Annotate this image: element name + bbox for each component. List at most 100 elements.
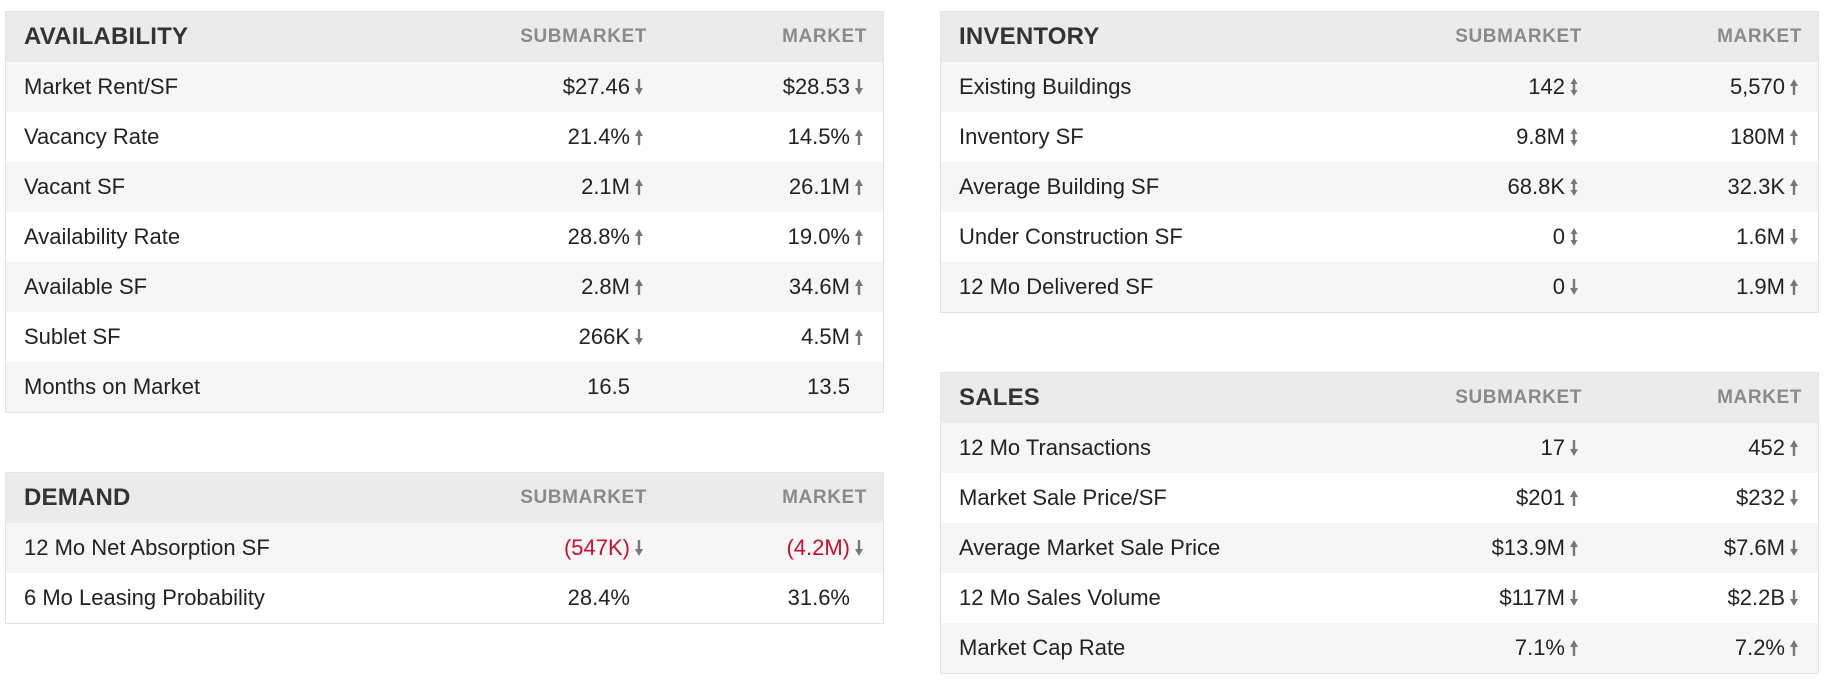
table-row: Market Cap Rate 7.1% 7.2% bbox=[941, 623, 1818, 673]
market-value-text: 180M bbox=[1729, 124, 1785, 149]
row-label: Under Construction SF bbox=[959, 224, 1183, 249]
arrow-down-icon bbox=[1788, 487, 1802, 509]
arrow-up-icon bbox=[1568, 487, 1582, 509]
table-row: 12 Mo Net Absorption SF (547K) (4.2M) bbox=[6, 523, 883, 573]
submarket-value-text: 9.8M bbox=[1516, 124, 1565, 149]
market-value: (4.2M) bbox=[647, 535, 883, 561]
market-value: $232 bbox=[1582, 485, 1818, 511]
submarket-value-text: 266K bbox=[578, 324, 630, 349]
arrow-up-icon bbox=[1788, 126, 1802, 148]
submarket-value: 266K bbox=[427, 324, 647, 350]
arrow-down-icon bbox=[633, 326, 647, 348]
market-value: $2.2B bbox=[1582, 585, 1818, 611]
submarket-value-text: 0 bbox=[1552, 274, 1565, 299]
table-row: Under Construction SF 0 1.6M bbox=[941, 212, 1818, 262]
market-value: 7.2% bbox=[1582, 635, 1818, 661]
column-header-market: MARKET bbox=[782, 487, 867, 508]
row-label: Sublet SF bbox=[24, 324, 121, 349]
arrow-down-icon bbox=[633, 537, 647, 559]
arrow-up-icon bbox=[853, 126, 867, 148]
table-row: Existing Buildings 142 5,570 bbox=[941, 62, 1818, 112]
table-row: Inventory SF 9.8M 180M bbox=[941, 112, 1818, 162]
arrow-down-icon bbox=[1788, 537, 1802, 559]
arrow-up-icon bbox=[633, 126, 647, 148]
submarket-value: 28.4% bbox=[427, 585, 647, 611]
panel-header: SALES SUBMARKET MARKET bbox=[941, 373, 1818, 423]
submarket-value: 28.8% bbox=[427, 224, 647, 250]
arrow-updown-icon bbox=[1568, 226, 1582, 248]
submarket-value-text: 2.1M bbox=[581, 174, 630, 199]
submarket-value: 0 bbox=[1362, 224, 1582, 250]
panel-title: INVENTORY bbox=[959, 23, 1100, 50]
submarket-value: 16.5 bbox=[427, 374, 647, 400]
availability-panel: AVAILABILITY SUBMARKET MARKET Market Rent/S… bbox=[5, 11, 884, 413]
column-header-market: MARKET bbox=[782, 26, 867, 47]
submarket-value-text: (547K) bbox=[563, 535, 630, 560]
arrow-up-icon bbox=[853, 326, 867, 348]
row-label: Availability Rate bbox=[24, 224, 181, 249]
submarket-value-text: 2.8M bbox=[581, 274, 630, 299]
submarket-value: 21.4% bbox=[427, 124, 647, 150]
market-value: 180M bbox=[1582, 124, 1818, 150]
row-label: Average Building SF bbox=[959, 174, 1160, 199]
row-label: 12 Mo Delivered SF bbox=[959, 274, 1154, 299]
row-label: Months on Market bbox=[24, 374, 201, 399]
submarket-value-text: 0 bbox=[1552, 224, 1565, 249]
submarket-value: 68.8K bbox=[1362, 174, 1582, 200]
table-row: Available SF 2.8M 34.6M bbox=[6, 262, 883, 312]
market-value-text: 7.2% bbox=[1734, 635, 1785, 660]
market-value: 14.5% bbox=[647, 124, 883, 150]
table-row: 12 Mo Transactions 17 452 bbox=[941, 423, 1818, 473]
arrow-up-icon bbox=[853, 226, 867, 248]
market-value: 5,570 bbox=[1582, 74, 1818, 100]
row-label: Market Sale Price/SF bbox=[959, 485, 1167, 510]
table-row: Market Sale Price/SF $201 $232 bbox=[941, 473, 1818, 523]
table-row: Average Market Sale Price $13.9M $7.6M bbox=[941, 523, 1818, 573]
arrow-down-icon bbox=[1568, 587, 1582, 609]
market-value: 19.0% bbox=[647, 224, 883, 250]
column-header-submarket: SUBMARKET bbox=[520, 487, 647, 508]
market-value: 452 bbox=[1582, 435, 1818, 461]
row-label: 12 Mo Transactions bbox=[959, 435, 1151, 460]
submarket-value: 142 bbox=[1362, 74, 1582, 100]
market-value: 1.9M bbox=[1582, 274, 1818, 300]
panel-header: DEMAND SUBMARKET MARKET bbox=[6, 473, 883, 523]
table-row: Sublet SF 266K 4.5M bbox=[6, 312, 883, 362]
table-row: 12 Mo Delivered SF 0 1.9M bbox=[941, 262, 1818, 312]
row-label: Existing Buildings bbox=[959, 74, 1132, 99]
arrow-up-icon bbox=[633, 226, 647, 248]
arrow-up-icon bbox=[1788, 637, 1802, 659]
table-row: Average Building SF 68.8K 32.3K bbox=[941, 162, 1818, 212]
table-row: 12 Mo Sales Volume $117M $2.2B bbox=[941, 573, 1818, 623]
market-value-text: 31.6% bbox=[787, 585, 850, 610]
submarket-value: (547K) bbox=[427, 535, 647, 561]
market-value-text: 19.0% bbox=[787, 224, 850, 249]
arrow-up-icon bbox=[1568, 637, 1582, 659]
market-value: 13.5 bbox=[647, 374, 883, 400]
market-value: 31.6% bbox=[647, 585, 883, 611]
submarket-value-text: $117M bbox=[1499, 585, 1565, 610]
row-label: 6 Mo Leasing Probability bbox=[24, 585, 265, 610]
market-value: 34.6M bbox=[647, 274, 883, 300]
column-header-submarket: SUBMARKET bbox=[520, 26, 647, 47]
table-row: 6 Mo Leasing Probability 28.4% 31.6% bbox=[6, 573, 883, 623]
submarket-value: 17 bbox=[1362, 435, 1582, 461]
market-value-text: 1.6M bbox=[1736, 224, 1785, 249]
arrow-spacer bbox=[853, 376, 867, 398]
row-label: Market Cap Rate bbox=[959, 635, 1126, 660]
arrow-up-icon bbox=[1788, 276, 1802, 298]
submarket-value-text: 28.4% bbox=[567, 585, 630, 610]
row-label: Vacant SF bbox=[24, 174, 126, 199]
arrow-down-icon bbox=[853, 76, 867, 98]
market-value-text: $7.6M bbox=[1723, 535, 1785, 560]
arrow-spacer bbox=[633, 376, 647, 398]
market-value: 26.1M bbox=[647, 174, 883, 200]
submarket-value: 7.1% bbox=[1362, 635, 1582, 661]
submarket-value-text: 142 bbox=[1528, 74, 1565, 99]
market-value: 32.3K bbox=[1582, 174, 1818, 200]
demand-panel: DEMAND SUBMARKET MARKET 12 Mo Net Absorptio… bbox=[5, 472, 884, 624]
table-row: Vacancy Rate 21.4% 14.5% bbox=[6, 112, 883, 162]
market-value: $28.53 bbox=[647, 74, 883, 100]
market-value-text: $232 bbox=[1736, 485, 1785, 510]
submarket-value-text: $27.46 bbox=[562, 74, 630, 99]
